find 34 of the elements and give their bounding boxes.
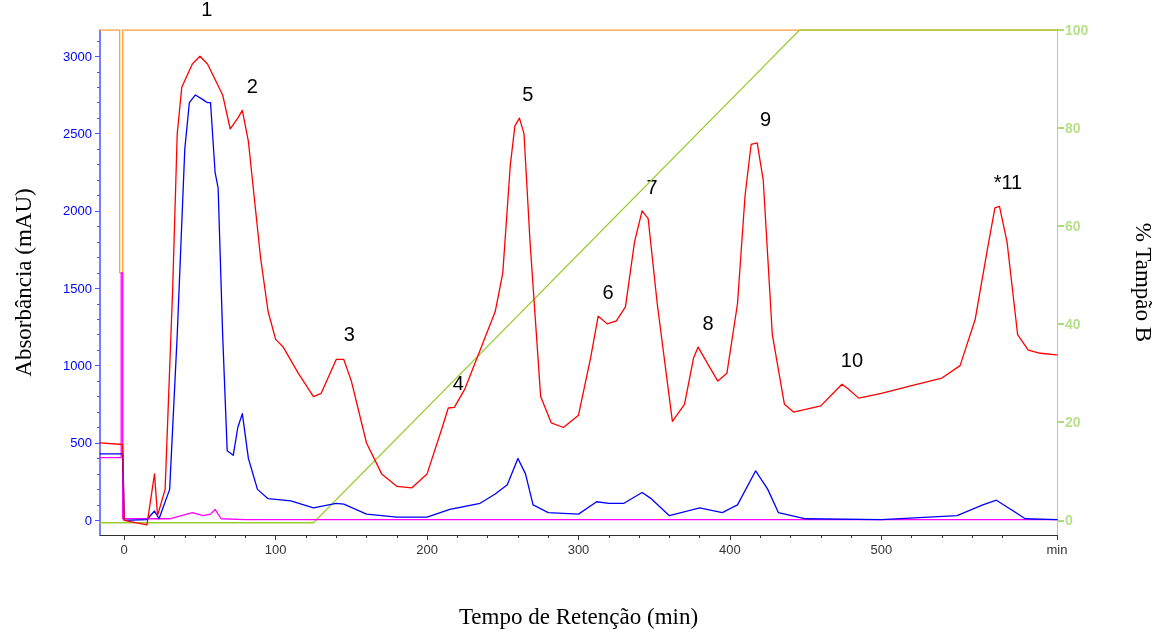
x-tick-label: min bbox=[1046, 542, 1068, 557]
annotation: 3 bbox=[343, 322, 355, 345]
annotation: 6 bbox=[602, 281, 614, 304]
y2-tick-label: 20 bbox=[1065, 414, 1081, 431]
y-tick-label: 500 bbox=[70, 435, 92, 451]
y2-axis-title: % Tampão B bbox=[1131, 222, 1156, 343]
y2-tick-label: 80 bbox=[1065, 120, 1081, 137]
x-tick-label: 200 bbox=[416, 542, 438, 557]
y2-tick-label: 40 bbox=[1065, 316, 1081, 333]
y-tick-label: 1500 bbox=[63, 280, 92, 296]
y2-tick-label: 100 bbox=[1065, 22, 1089, 38]
y-tick-label: 2500 bbox=[63, 126, 92, 142]
x-tick-label: 0 bbox=[120, 542, 128, 557]
y-tick-label: 3000 bbox=[63, 48, 92, 64]
annotation: 2 bbox=[246, 75, 258, 98]
y2-tick-label: 60 bbox=[1065, 218, 1081, 235]
x-tick-label: 500 bbox=[870, 542, 893, 557]
annotation: 8 bbox=[702, 312, 714, 335]
y-tick-label: 1000 bbox=[63, 358, 92, 374]
annotation: 1 bbox=[201, 0, 213, 21]
annotation: 9 bbox=[760, 107, 772, 130]
annotation: 4 bbox=[452, 372, 464, 395]
y-tick-label: 2000 bbox=[63, 203, 92, 219]
y2-tick-label: 0 bbox=[1065, 512, 1073, 529]
y-tick-label: 0 bbox=[84, 512, 92, 528]
x-tick-label: 300 bbox=[567, 542, 590, 557]
y-axis-title: Absorbância (mAU) bbox=[11, 188, 36, 377]
annotation: 5 bbox=[522, 83, 534, 106]
x-axis-title: Tempo de Retenção (min) bbox=[458, 604, 699, 629]
annotation: 7 bbox=[646, 175, 658, 198]
x-tick-label: 100 bbox=[264, 542, 287, 557]
annotation: *11 bbox=[993, 171, 1023, 194]
annotation: 10 bbox=[840, 349, 864, 372]
x-tick-label: 400 bbox=[719, 542, 741, 557]
